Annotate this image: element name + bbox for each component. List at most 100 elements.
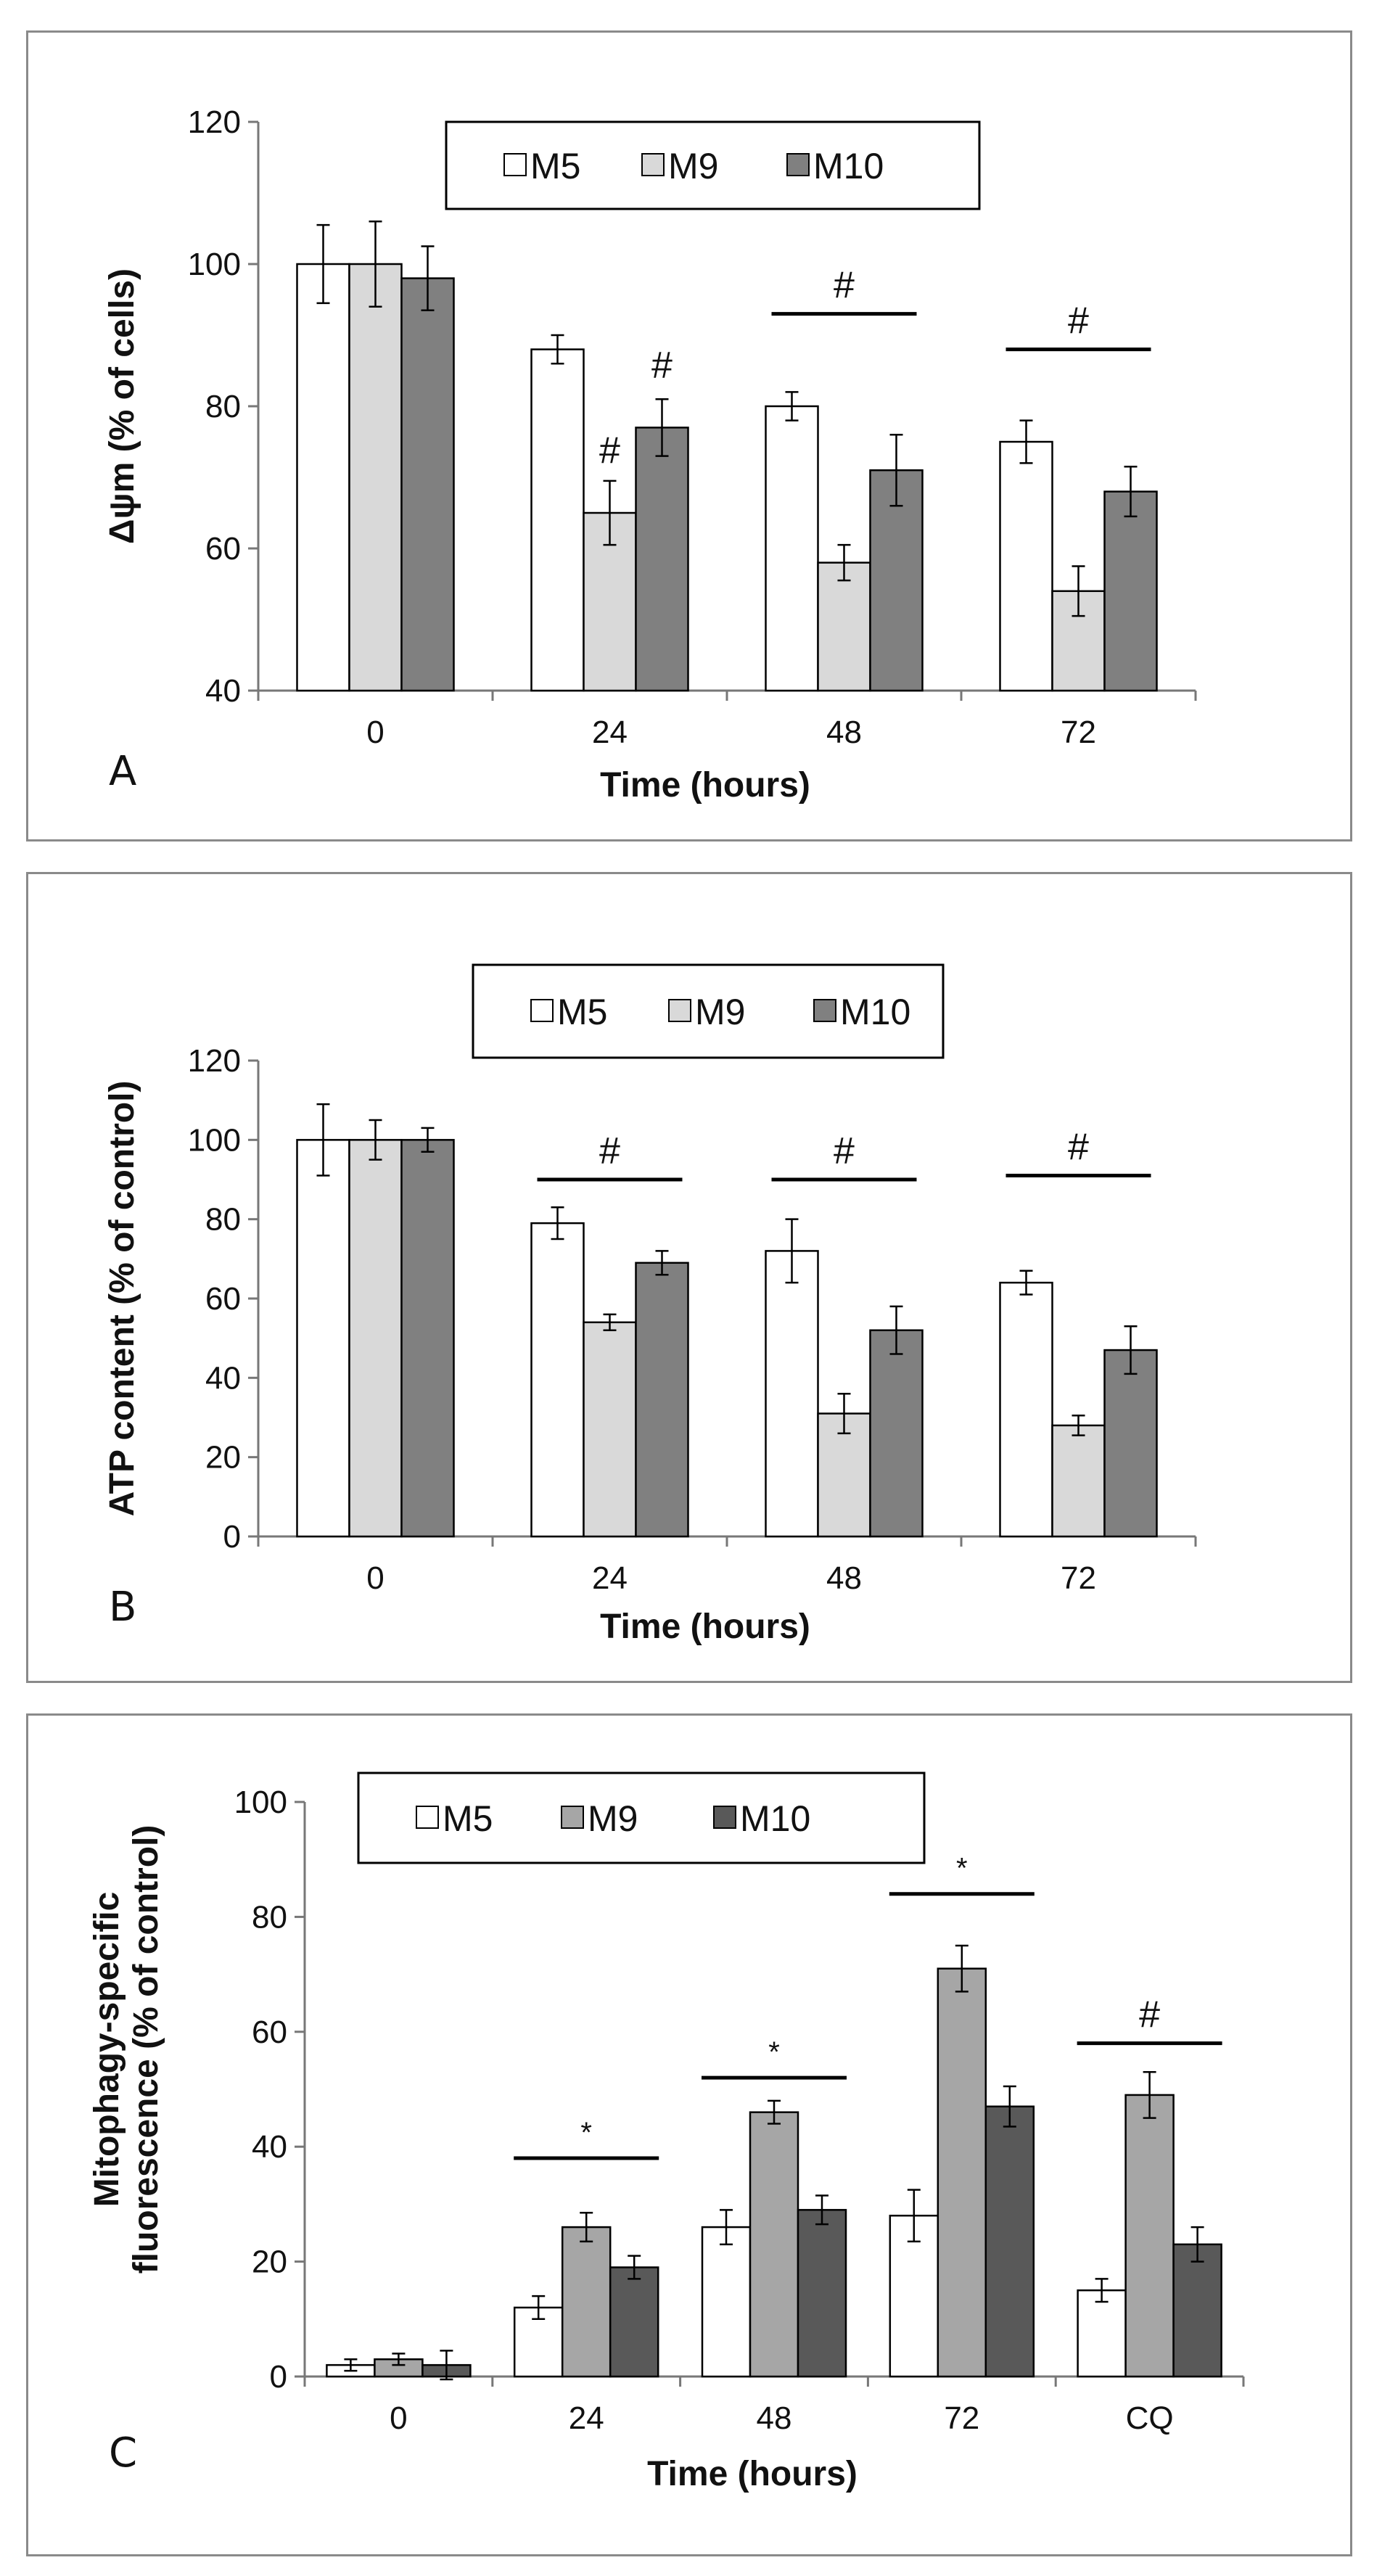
significance-mark: * [956,1853,968,1885]
panel-label: B [109,1584,136,1631]
legend-swatch-M9 [561,1806,584,1829]
significance-mark: * [768,2036,780,2068]
bar-M5-72 [999,440,1053,692]
chart-A: 40 60 80 100 120 0 24 48 72 # # # # M5 M9 M10 Δψm (% of … [103,104,1197,805]
chart-B: 0 20 40 60 80 100 120 0 24 48 72 # # # M5 M9 M10 ATP cont… [103,963,1197,1646]
legend-label-M9: M9 [588,1798,638,1839]
legend-swatch-M5 [530,999,554,1022]
chart-C: 0 20 40 60 80 100 0 24 48 72 CQ * * * # M5 M9 M10 Mitophag… [88,1771,1245,2493]
legend-label-M10: M10 [740,1798,810,1839]
y-tick-label: 20 [205,1440,241,1476]
x-tick-label: CQ [1126,2400,1174,2436]
y-tick-label: 80 [205,1202,241,1238]
bar-M5-48 [765,1250,819,1538]
panel-label: C [109,2429,137,2477]
legend-label-M5: M5 [530,146,580,186]
bar-M10-48 [869,1329,924,1538]
legend-label-M9: M9 [668,146,718,186]
bar-M9-48 [749,2111,799,2378]
bar-M9-72 [1051,1424,1106,1538]
significance-mark: * [580,2117,592,2149]
x-tick-label: 24 [569,2400,604,2436]
x-tick-label: 48 [826,715,862,750]
bar-M5-72 [889,2214,939,2378]
y-tick-label: 80 [252,1899,287,1935]
bar-M5-0 [296,1139,350,1538]
legend-swatch-M5 [416,1806,439,1829]
x-tick-label: 48 [826,1560,862,1596]
legend-label-M10: M10 [840,992,910,1032]
bar-M10-0 [400,1139,455,1538]
y-tick-label: 40 [205,1360,241,1396]
x-tick-label: 72 [1061,1560,1096,1596]
legend-box [472,963,945,1059]
x-tick-label: 72 [944,2400,979,2436]
y-tick-label: 40 [205,673,241,709]
y-tick-label: 40 [252,2129,287,2165]
bar-M9-48 [817,561,871,692]
y-tick-label: 60 [205,531,241,567]
bar-M5-48 [701,2226,752,2378]
legend-label-M9: M9 [695,992,745,1032]
bar-M10-72 [1103,490,1158,692]
bar-M9-0 [348,263,403,692]
y-tick-label: 80 [205,389,241,424]
y-axis-title: fluorescence (% of control) [127,1825,165,2274]
bar-M5-24 [530,1222,585,1538]
legend-swatch-M10 [813,999,836,1022]
y-tick-label: 20 [252,2244,287,2280]
bar-M10-72 [1103,1349,1158,1538]
x-tick-label: 0 [366,715,384,750]
legend-label-M5: M5 [557,992,607,1032]
bar-M9-CQ [1124,2094,1175,2378]
legend-swatch-M10 [713,1806,736,1829]
x-axis-title: Time (hours) [647,2455,858,2493]
x-tick-label: 48 [757,2400,792,2436]
bar-M10-48 [797,2209,847,2378]
y-axis-title: ATP content (% of control) [103,1081,141,1517]
significance-mark: # [834,265,855,307]
bar-M9-24 [583,1321,637,1538]
significance-mark: # [1068,1127,1089,1169]
legend-label-M10: M10 [813,146,884,186]
significance-mark: # [651,345,673,387]
bar-M10-72 [984,2105,1035,2378]
x-axis-title: Time (hours) [600,1608,810,1646]
y-tick-label: 60 [205,1281,241,1317]
x-tick-label: 72 [1061,715,1096,750]
x-tick-label: 24 [592,715,628,750]
y-tick-label: 100 [188,1122,241,1158]
legend-swatch-M10 [786,153,810,176]
panel-label: A [109,748,136,795]
significance-mark: # [599,429,620,472]
y-tick-label: 120 [188,104,241,140]
y-tick-label: 120 [188,1043,241,1079]
legend-swatch-M9 [641,153,665,176]
legend-swatch-M9 [668,999,691,1022]
bar-M5-24 [530,348,585,692]
bar-M5-0 [296,263,350,692]
bar-M9-24 [561,2226,612,2378]
bar-M10-48 [869,469,924,692]
bar-M9-72 [937,1967,987,2378]
legend-swatch-M5 [503,153,527,176]
bar-M10-CQ [1172,2243,1222,2378]
significance-mark: # [834,1130,855,1172]
x-axis-title: Time (hours) [600,766,810,805]
bar-M10-0 [400,277,455,692]
legend-box [357,1771,926,1864]
bar-M10-24 [635,1262,689,1538]
bar-M9-0 [348,1139,403,1538]
x-tick-label: 24 [592,1560,628,1596]
bar-M10-24 [609,2266,659,2378]
legend-label-M5: M5 [443,1798,493,1839]
x-tick-label: 0 [366,1560,384,1596]
significance-mark: # [1139,1994,1160,2036]
y-axis-title: Mitophagy-specific [88,1892,126,2207]
y-tick-label: 100 [188,247,241,282]
y-axis-title: Δψm (% of cells) [103,268,141,544]
y-tick-label: 0 [223,1519,241,1555]
y-tick-label: 60 [252,2015,287,2050]
y-tick-label: 100 [234,1785,287,1820]
